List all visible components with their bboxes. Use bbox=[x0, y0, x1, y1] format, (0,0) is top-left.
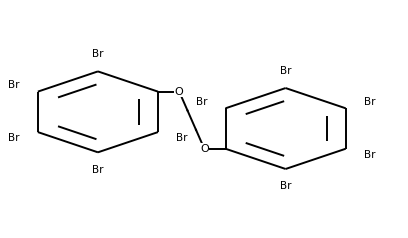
Text: Br: Br bbox=[92, 49, 104, 59]
Text: Br: Br bbox=[280, 181, 291, 191]
Text: Br: Br bbox=[196, 97, 207, 107]
Text: Br: Br bbox=[176, 133, 188, 143]
Text: O: O bbox=[175, 87, 184, 97]
Text: Br: Br bbox=[364, 97, 375, 107]
Text: Br: Br bbox=[280, 66, 291, 76]
Text: Br: Br bbox=[8, 80, 20, 90]
Text: Br: Br bbox=[364, 150, 375, 160]
Text: Br: Br bbox=[8, 133, 20, 143]
Text: Br: Br bbox=[92, 165, 104, 175]
Text: O: O bbox=[200, 144, 208, 154]
